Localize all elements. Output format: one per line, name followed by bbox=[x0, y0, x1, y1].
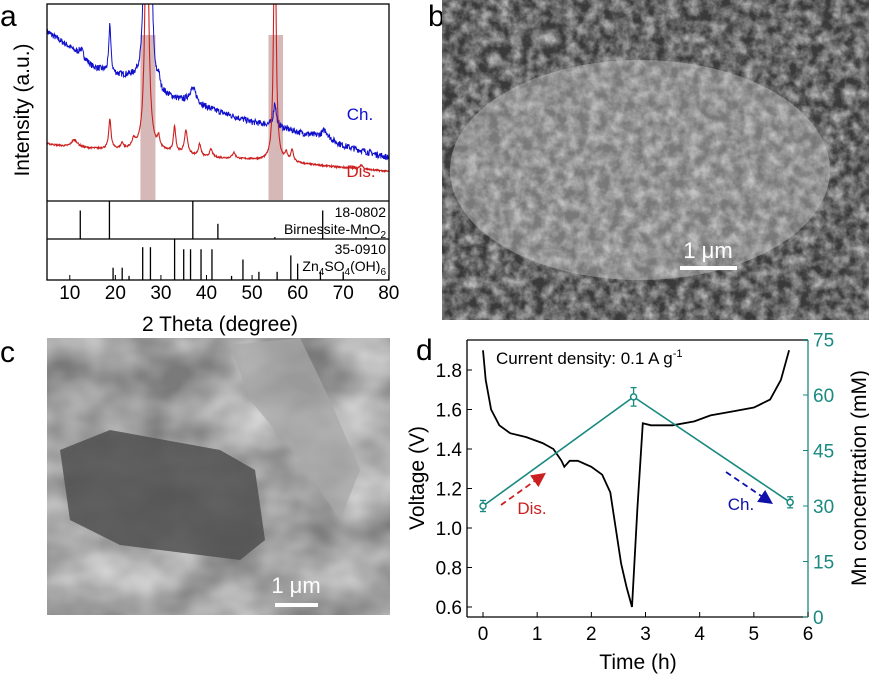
sem-image-c: 1 μm bbox=[47, 338, 390, 615]
xrd-x-tick-label: 30 bbox=[150, 283, 171, 304]
legend-discharge: Dis. bbox=[346, 162, 375, 181]
voltage-tick-label: 0.6 bbox=[436, 598, 462, 619]
mn-data-point bbox=[479, 502, 487, 510]
panel-label-b: b bbox=[428, 0, 445, 33]
xrd-x-tick-label: 10 bbox=[59, 283, 80, 304]
mn-tick-label: 0 bbox=[813, 608, 824, 629]
voltage-tick-label: 0.8 bbox=[436, 559, 462, 580]
voltage-tick-label: 1.0 bbox=[436, 519, 462, 540]
time-axis-title: Time (h) bbox=[599, 651, 676, 674]
mn-axis-title: Mn concentration (mM) bbox=[848, 370, 869, 586]
sem-image-b: 1 μm bbox=[442, 0, 869, 320]
voltage-tick-label: 1.6 bbox=[436, 401, 462, 422]
mn-tick-label: 30 bbox=[813, 497, 834, 518]
highlight-band bbox=[268, 35, 284, 200]
time-tick-label: 6 bbox=[803, 624, 814, 645]
xrd-x-axis-title: 2 Theta (degree) bbox=[142, 313, 298, 336]
mn-data-point bbox=[786, 498, 794, 507]
time-tick-label: 4 bbox=[694, 624, 705, 645]
mn-data-point bbox=[629, 393, 638, 401]
voltage-mn-chart: 0 1 2 3 4 5 60.60.81.01.21.41.61.801530456075 … bbox=[406, 331, 869, 675]
xrd-x-tick-label: 20 bbox=[105, 283, 126, 304]
ref-code-zinc-hydroxide-sulfate: 35-0910 bbox=[335, 241, 387, 257]
highlight-band bbox=[140, 35, 156, 200]
current-density-annotation: Current density: 0.1 A g-1 bbox=[496, 348, 683, 368]
mn-tick-label: 15 bbox=[813, 553, 834, 574]
panel-label-a: a bbox=[0, 0, 17, 33]
time-tick-label: 0 bbox=[478, 624, 489, 645]
xrd-chart: 10 20 30 40 50 60 70 80 2 Theta (degree) Intens… bbox=[11, 3, 399, 336]
ref-name-zinc-hydroxide-sulfate: Zn4SO4(OH)6 bbox=[302, 258, 386, 278]
xrd-x-tick-label: 80 bbox=[378, 283, 399, 304]
mn-tick-label: 60 bbox=[813, 386, 834, 407]
time-tick-label: 1 bbox=[532, 624, 543, 645]
voltage-tick-label: 1.2 bbox=[436, 480, 462, 501]
xrd-y-axis-title: Intensity (a.u.) bbox=[11, 43, 34, 176]
xrd-x-tick-label: 50 bbox=[241, 283, 262, 304]
mn-concentration-line bbox=[482, 395, 791, 507]
mn-tick-label: 75 bbox=[813, 331, 834, 352]
scale-bar-label-c: 1 μm bbox=[271, 573, 320, 598]
time-tick-label: 5 bbox=[749, 624, 760, 645]
scale-bar-label-b: 1 μm bbox=[683, 238, 732, 263]
discharge-label: Dis. bbox=[517, 499, 546, 518]
charge-arrow bbox=[725, 471, 773, 505]
xrd-x-tick-label: 70 bbox=[333, 283, 354, 304]
xrd-x-tick-label: 60 bbox=[287, 283, 308, 304]
charge-label: Ch. bbox=[728, 495, 754, 514]
ref-name-birnessite: Birnessite-MnO2 bbox=[284, 221, 386, 241]
xrd-frame bbox=[46, 3, 390, 281]
mn-tick-label: 45 bbox=[813, 442, 834, 463]
legend-charge: Ch. bbox=[347, 105, 373, 124]
ref-code-birnessite: 18-0802 bbox=[335, 204, 387, 220]
panel-label-d: d bbox=[416, 334, 433, 367]
time-tick-label: 2 bbox=[586, 624, 597, 645]
voltage-tick-label: 1.4 bbox=[436, 440, 463, 461]
time-tick-label: 3 bbox=[640, 624, 651, 645]
xrd-series-charge bbox=[47, 4, 389, 161]
xrd-x-tick-label: 40 bbox=[196, 283, 217, 304]
voltage-axis-title: Voltage (V) bbox=[406, 426, 429, 530]
panel-label-c: c bbox=[0, 336, 15, 369]
voltage-curve bbox=[482, 350, 790, 608]
discharge-arrow bbox=[500, 472, 546, 506]
voltage-tick-label: 1.8 bbox=[436, 361, 462, 382]
xrd-series-discharge bbox=[47, 4, 389, 174]
